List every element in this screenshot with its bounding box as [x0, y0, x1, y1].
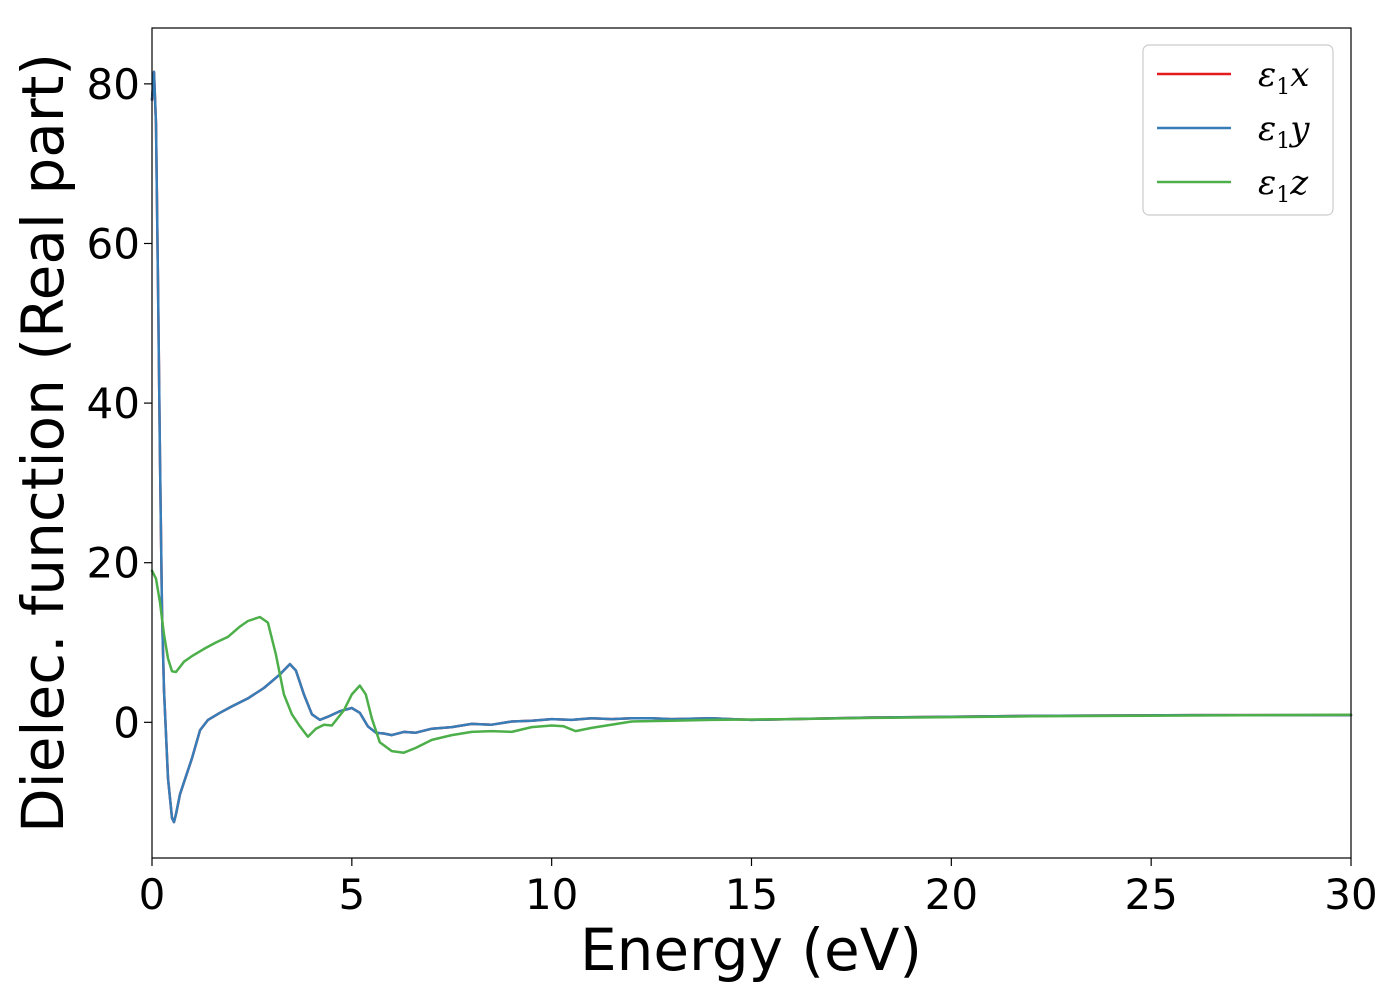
- series-line-y: [150, 70, 1353, 824]
- legend-label-z: ε1z: [1258, 163, 1309, 208]
- x-axis-title: Energy (eV): [580, 916, 922, 984]
- y-tick-label: 0: [113, 698, 140, 747]
- x-tick-label: 20: [925, 870, 978, 919]
- x-tick-label: 15: [725, 870, 778, 919]
- y-axis: 0 20 40 60 80: [87, 60, 152, 747]
- legend-label-y: ε1y: [1258, 109, 1310, 154]
- y-tick-label: 20: [87, 539, 140, 588]
- series-line-z: [150, 569, 1353, 754]
- x-tick-label: 30: [1324, 870, 1377, 919]
- legend-label-x: ε1x: [1258, 55, 1309, 100]
- y-axis-title: Dielec. function (Real part): [9, 53, 77, 833]
- x-tick-label: 0: [139, 870, 166, 919]
- legend-box: [1142, 44, 1334, 216]
- y-tick-label: 40: [87, 379, 140, 428]
- x-axis: 0 5 10 15 20 25 30: [139, 858, 1378, 919]
- legend: ε1x ε1y ε1z: [1142, 44, 1334, 216]
- series-layer: [150, 70, 1353, 824]
- x-tick-label: 5: [338, 870, 365, 919]
- x-tick-label: 10: [525, 870, 578, 919]
- y-tick-label: 60: [87, 219, 140, 268]
- y-tick-label: 80: [87, 60, 140, 109]
- x-tick-label: 25: [1124, 870, 1177, 919]
